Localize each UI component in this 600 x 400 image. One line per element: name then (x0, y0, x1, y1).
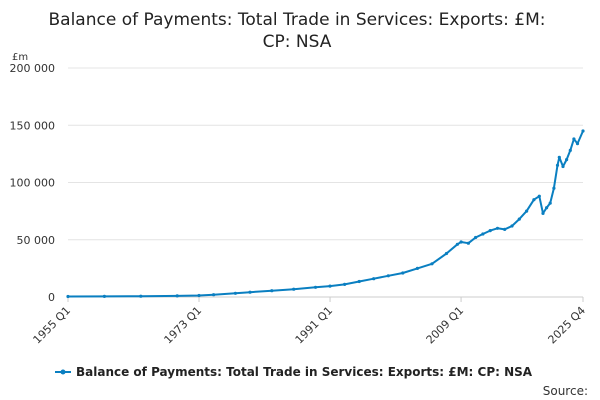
y-axis-ticks: 0 50 000 100 000 150 000 200 000 (10, 62, 56, 304)
data-point[interactable] (495, 226, 500, 230)
y-tick-label: 50 000 (17, 234, 56, 247)
data-point[interactable] (139, 294, 143, 298)
data-point[interactable] (581, 129, 585, 133)
data-point[interactable] (575, 142, 580, 146)
data-point[interactable] (102, 294, 106, 298)
y-tick-label: 100 000 (10, 177, 56, 190)
data-point[interactable] (313, 285, 318, 289)
series-line (67, 130, 584, 298)
legend[interactable]: Balance of Payments: Total Trade in Serv… (55, 365, 533, 379)
data-point[interactable] (541, 211, 545, 215)
data-point[interactable] (248, 290, 252, 294)
data-point[interactable] (568, 148, 572, 152)
series-layer (66, 129, 585, 299)
x-tick-label: 2025 Q4 (546, 304, 589, 347)
data-point[interactable] (66, 294, 70, 299)
legend-swatch-marker (60, 369, 66, 375)
data-point[interactable] (565, 158, 569, 162)
data-point[interactable] (510, 224, 514, 228)
data-point[interactable] (292, 287, 296, 291)
y-tick-label: 0 (48, 291, 55, 304)
y-tick-label: 200 000 (10, 62, 56, 75)
data-point[interactable] (212, 293, 216, 297)
data-point[interactable] (545, 206, 549, 210)
data-point[interactable] (328, 284, 332, 288)
data-point[interactable] (517, 217, 521, 221)
data-point[interactable] (557, 155, 561, 159)
data-point[interactable] (175, 294, 179, 298)
legend-label: Balance of Payments: Total Trade in Serv… (76, 365, 533, 379)
data-point[interactable] (197, 293, 201, 298)
y-axis-unit: £m (12, 52, 28, 63)
data-point[interactable] (430, 262, 434, 266)
y-tick-label: 150 000 (10, 119, 56, 132)
data-point[interactable] (525, 209, 529, 213)
x-tick-label: 1991 Q1 (293, 304, 336, 347)
data-point[interactable] (488, 229, 492, 233)
x-tick-label: 1973 Q1 (162, 304, 205, 347)
source-label: Source: (543, 384, 588, 398)
data-point[interactable] (537, 194, 541, 198)
data-point[interactable] (552, 186, 556, 190)
chart-title-line-2: CP: NSA (263, 32, 332, 52)
data-point[interactable] (386, 274, 390, 278)
data-point[interactable] (357, 279, 361, 284)
data-point[interactable] (372, 277, 376, 281)
data-point[interactable] (561, 164, 565, 169)
x-axis-ticks: 1955 Q1 1973 Q1 1991 Q1 2009 Q1 2025 Q4 (31, 297, 589, 347)
data-point[interactable] (233, 291, 237, 295)
data-point[interactable] (555, 163, 560, 167)
data-point[interactable] (481, 232, 485, 236)
data-point[interactable] (466, 241, 470, 245)
data-point[interactable] (474, 235, 478, 240)
x-tick-label: 1955 Q1 (31, 304, 74, 347)
data-point[interactable] (459, 240, 463, 244)
data-point[interactable] (444, 251, 449, 256)
data-point[interactable] (270, 289, 274, 293)
x-tick-label: 2009 Q1 (424, 304, 467, 347)
data-point[interactable] (343, 282, 347, 286)
data-point[interactable] (455, 242, 459, 246)
data-point[interactable] (532, 198, 536, 202)
data-point[interactable] (415, 266, 419, 270)
data-point[interactable] (401, 271, 405, 275)
data-point[interactable] (548, 201, 552, 205)
data-point[interactable] (572, 137, 576, 141)
gridlines (68, 67, 583, 241)
data-point[interactable] (503, 227, 507, 231)
chart-title-line-1: Balance of Payments: Total Trade in Serv… (48, 10, 545, 30)
